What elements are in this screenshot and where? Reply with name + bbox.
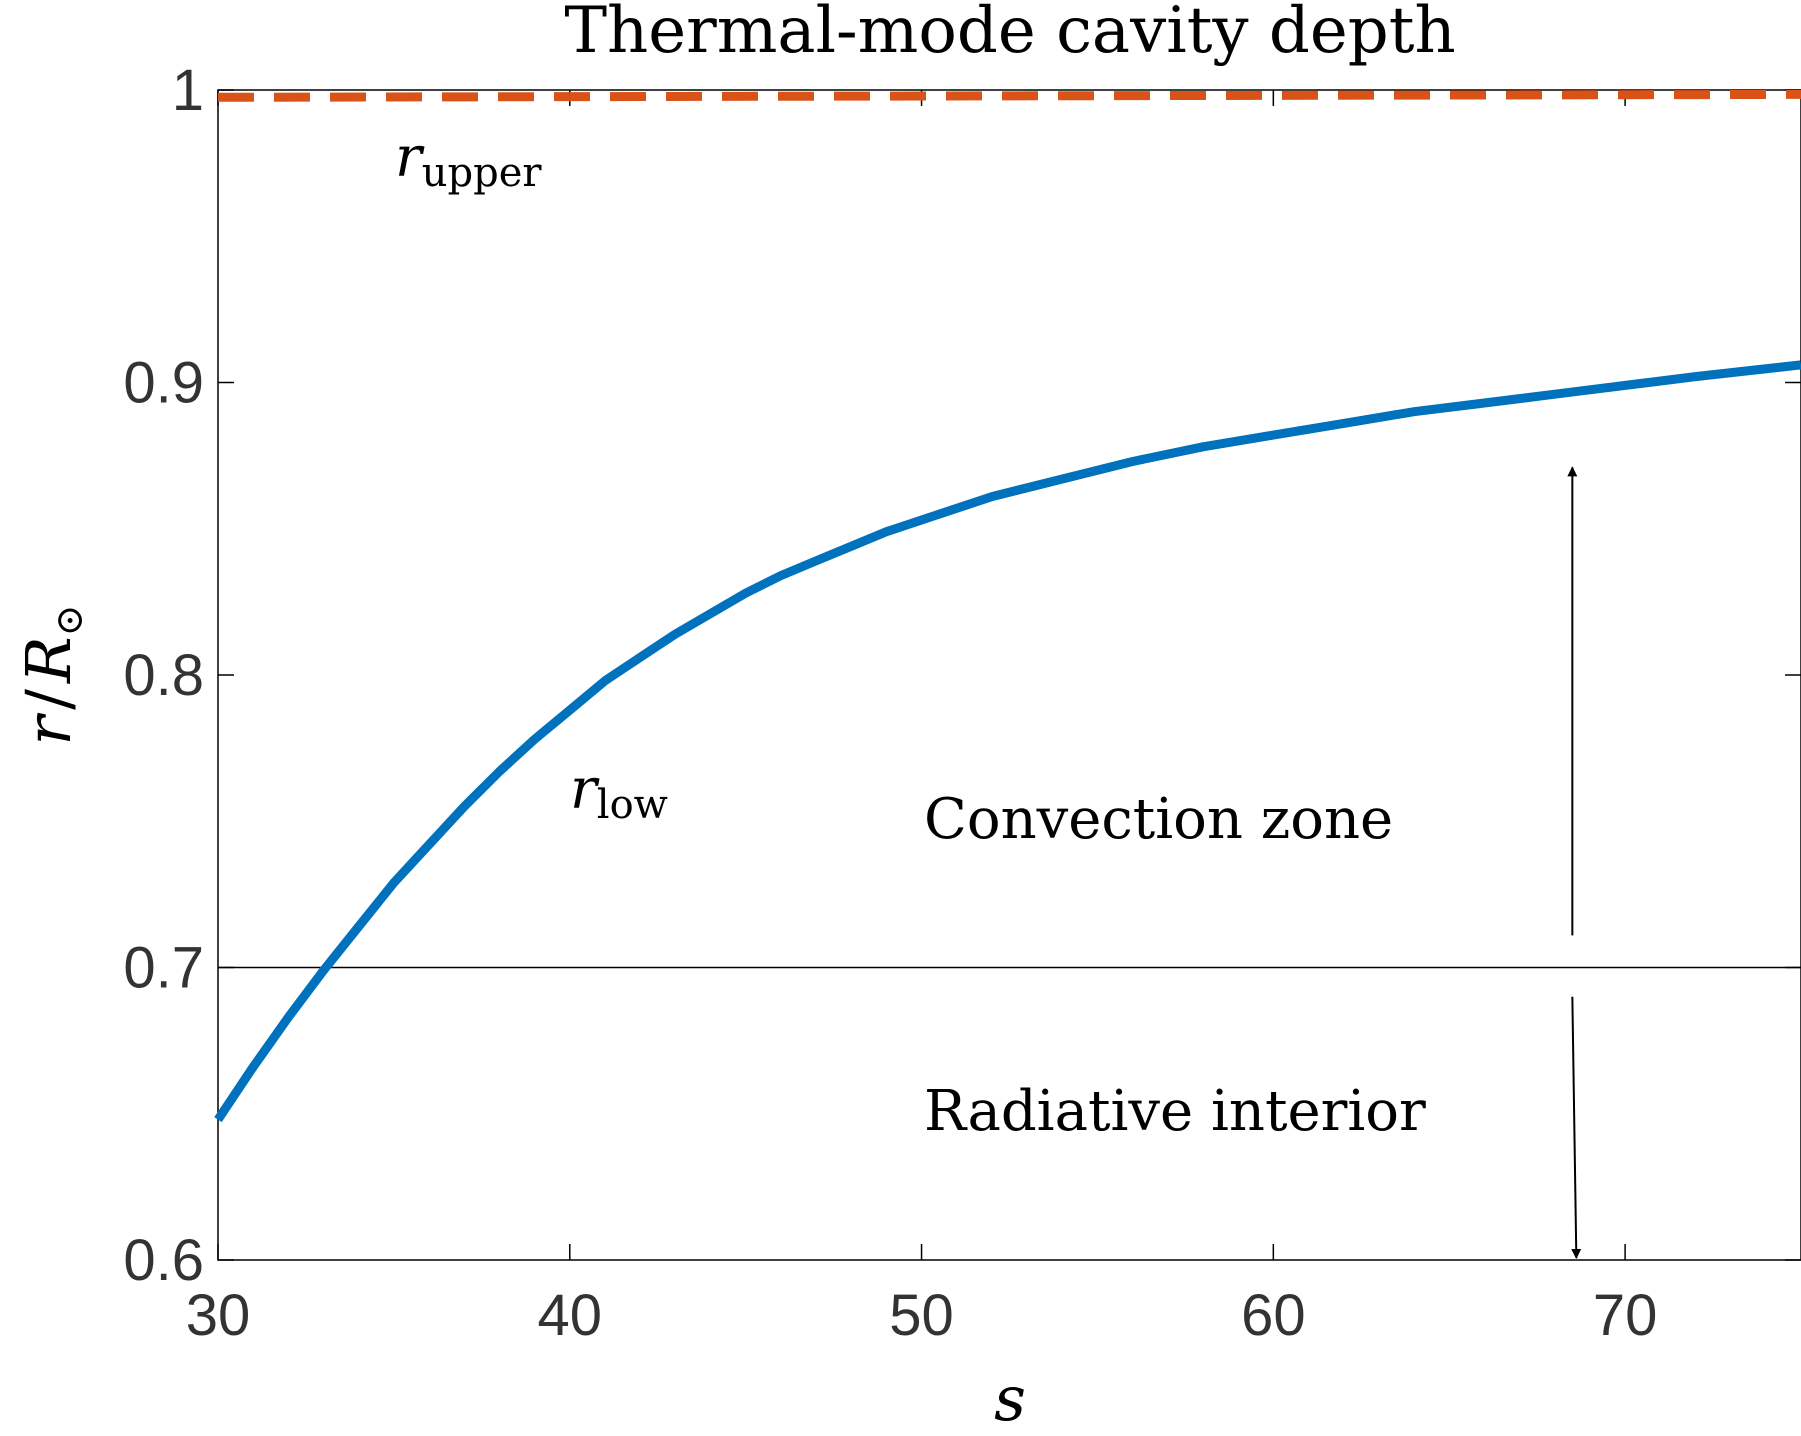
- y-tick-label: 1: [172, 58, 204, 123]
- x-tick-label: 70: [1593, 1283, 1658, 1348]
- x-tick-labels: 30 40 50 60 70: [186, 1283, 1658, 1348]
- y-tick-label: 0.6: [123, 1228, 204, 1293]
- convection-zone-label: Convection zone: [924, 787, 1393, 852]
- x-tick-label: 40: [538, 1283, 603, 1348]
- y-axis-label: r/R⊙: [12, 604, 91, 745]
- label-r-upper: rupper: [395, 125, 542, 196]
- y-tick-labels: 0.6 0.7 0.8 0.9 1: [123, 58, 204, 1293]
- y-tick-label: 0.9: [123, 351, 204, 416]
- x-tick-label: 30: [186, 1283, 251, 1348]
- label-r-low: rlow: [570, 757, 668, 828]
- chart-title: Thermal-mode cavity depth: [564, 0, 1455, 68]
- x-axis-label: s: [994, 1362, 1026, 1435]
- x-tick-label: 60: [1241, 1283, 1306, 1348]
- arrow-down: [1571, 996, 1582, 1259]
- y-tick-label: 0.8: [123, 643, 204, 708]
- radiative-interior-label: Radiative interior: [924, 1079, 1426, 1144]
- y-tick-label: 0.7: [123, 936, 204, 1001]
- x-tick-label: 50: [889, 1283, 954, 1348]
- series-r-upper-line: [217, 89, 1801, 102]
- series-r-low-line: [214, 360, 1801, 1123]
